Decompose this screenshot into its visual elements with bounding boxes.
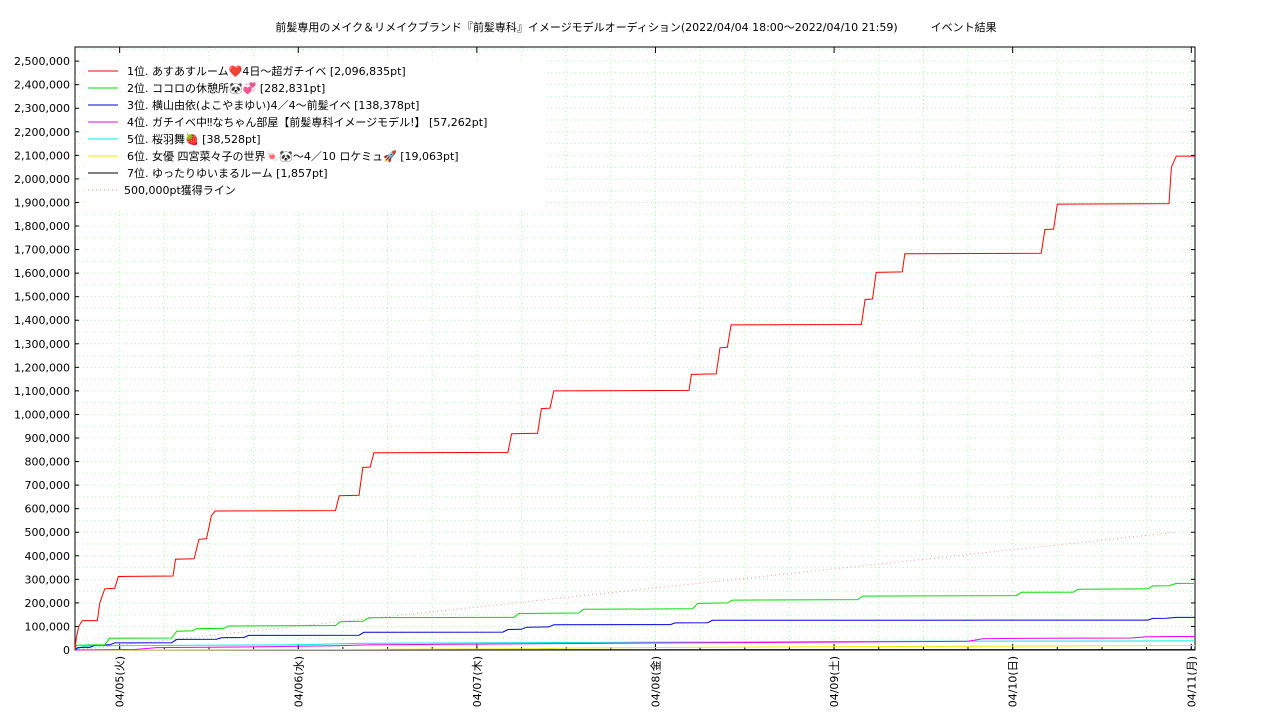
legend-entry: 6位. 女優 四宮菜々子の世界🍬🐼〜4／10 ロケミュ🚀 [19,063pt]	[127, 149, 459, 163]
y-tick-label: 1,500,000	[14, 291, 70, 304]
x-tick-label: 04/11(月)	[1185, 656, 1198, 707]
x-tick-label: 04/10(日)	[1007, 656, 1020, 707]
y-tick-label: 1,600,000	[14, 267, 70, 280]
y-tick-label: 1,200,000	[14, 361, 70, 374]
series-line	[74, 616, 1195, 651]
y-tick-label: 1,800,000	[14, 220, 70, 233]
y-tick-label: 800,000	[25, 456, 71, 469]
legend-background	[84, 60, 544, 208]
x-tick-label: 04/09(土)	[828, 656, 841, 707]
y-tick-label: 2,400,000	[14, 79, 70, 92]
series-line	[74, 582, 1195, 651]
legend-entry: 7位. ゆったりゆいまるルーム [1,857pt]	[127, 166, 328, 180]
series-layer	[74, 155, 1195, 651]
legend-entry: 3位. 横山由依(よこやまゆい)4／4〜前髪イベ [138,378pt]	[127, 98, 419, 112]
x-tick-label: 04/06(水)	[292, 656, 305, 707]
y-tick-label: 1,900,000	[14, 196, 70, 209]
y-tick-label: 400,000	[25, 550, 71, 563]
y-tick-label: 900,000	[25, 432, 71, 445]
y-tick-label: 300,000	[25, 573, 71, 586]
x-tick-label: 04/05(火)	[114, 656, 127, 707]
y-tick-label: 200,000	[25, 597, 71, 610]
y-tick-label: 2,500,000	[14, 55, 70, 68]
y-tick-label: 2,300,000	[14, 102, 70, 115]
series-line	[74, 531, 1177, 651]
legend-entry: 2位. ココロの休憩所🐼💞 [282,831pt]	[127, 81, 325, 95]
series-line	[74, 640, 1195, 651]
y-tick-label: 100,000	[25, 620, 71, 633]
series-line	[74, 636, 1195, 651]
x-axis-labels: 04/05(火) 04/06(水) 04/07(木) 04/08(金) 04/09(土)…	[114, 656, 1199, 707]
y-tick-label: 1,000,000	[14, 408, 70, 421]
y-tick-label: 2,000,000	[14, 173, 70, 186]
y-tick-label: 1,100,000	[14, 385, 70, 398]
x-tick-label: 04/08(金)	[648, 656, 662, 707]
tick-layer	[74, 47, 1195, 651]
legend-entry: 500,000pt獲得ライン	[124, 184, 236, 197]
y-tick-label: 2,100,000	[14, 149, 70, 162]
legend: 1位. あすあすルーム❤️4日〜超ガチイベ [2,096,835pt] 2位. コ…	[84, 60, 544, 208]
chart-title: 前髪専用のメイク＆リメイクブランド『前髪専科』イメージモデルオーディション(20…	[275, 21, 997, 34]
y-tick-label: 1,300,000	[14, 338, 70, 351]
y-tick-label: 700,000	[25, 479, 71, 492]
y-axis-labels: 0 100,000 200,000 300,000 400,000 500,000 600,…	[14, 55, 70, 657]
y-tick-label: 0	[63, 644, 70, 657]
y-tick-label: 500,000	[25, 526, 71, 539]
y-tick-label: 600,000	[25, 503, 71, 516]
series-line	[74, 645, 1195, 651]
x-tick-label: 04/07(木)	[471, 656, 484, 707]
y-tick-label: 1,700,000	[14, 244, 70, 257]
y-tick-label: 2,200,000	[14, 126, 70, 139]
legend-entry: 5位. 桜羽舞🍓 [38,528pt]	[127, 132, 261, 146]
series-line	[74, 155, 1195, 651]
legend-entry: 1位. あすあすルーム❤️4日〜超ガチイベ [2,096,835pt]	[127, 64, 406, 78]
y-tick-label: 1,400,000	[14, 314, 70, 327]
legend-entry: 4位. ガチイベ中‼なちゃん部屋【前髪専科イメージモデル!】 [57,262pt…	[127, 115, 487, 129]
